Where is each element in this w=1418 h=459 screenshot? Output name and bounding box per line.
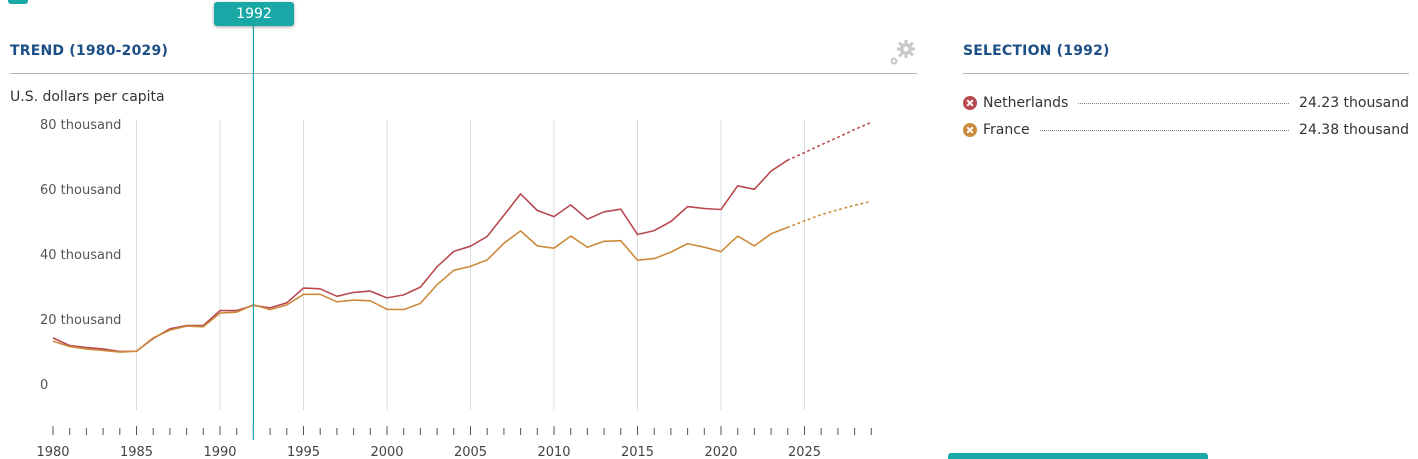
y-tick-label: 40 thousand — [40, 248, 121, 263]
bottom-action-bar[interactable] — [948, 453, 1208, 459]
selection-legend: Netherlands 24.23 thousand France 24.38 … — [963, 89, 1409, 143]
selection-divider — [963, 73, 1409, 74]
remove-x-icon[interactable] — [963, 95, 977, 110]
y-tick-label: 0 — [40, 378, 48, 393]
legend-value: 24.38 thousand — [1299, 121, 1409, 138]
selected-year-flag[interactable]: 1992 — [214, 2, 294, 26]
y-axis-unit-label: U.S. dollars per capita — [10, 89, 165, 105]
remove-x-icon[interactable] — [963, 122, 977, 137]
x-tick-label: 2005 — [454, 445, 487, 459]
x-tick-label: 2015 — [621, 445, 654, 459]
legend-leader-dots — [1039, 129, 1290, 131]
x-tick-label: 2020 — [704, 445, 737, 459]
legend-country-name: France — [983, 121, 1030, 138]
x-tick-label: 2025 — [788, 445, 821, 459]
legend-item-france[interactable]: France 24.38 thousand — [963, 116, 1409, 143]
x-tick-label: 1985 — [120, 445, 153, 459]
legend-country-name: Netherlands — [983, 94, 1069, 111]
x-tick-label: 1980 — [36, 445, 69, 459]
x-tick-label: 2010 — [537, 445, 570, 459]
legend-value: 24.23 thousand — [1299, 94, 1409, 111]
series-projection-france — [786, 200, 873, 229]
collapse-button[interactable] — [8, 0, 28, 4]
y-tick-label: 80 thousand — [40, 118, 121, 133]
legend-item-netherlands[interactable]: Netherlands 24.23 thousand — [963, 89, 1409, 116]
gear-icon[interactable] — [888, 38, 918, 68]
trend-title: TREND (1980-2029) — [10, 43, 169, 59]
y-tick-label: 60 thousand — [40, 183, 121, 198]
x-tick-label: 2000 — [370, 445, 403, 459]
y-tick-label: 20 thousand — [40, 313, 121, 328]
x-tick-label: 1990 — [203, 445, 236, 459]
legend-leader-dots — [1078, 102, 1290, 104]
trend-divider — [10, 73, 917, 74]
x-tick-label: 1995 — [287, 445, 320, 459]
selection-title: SELECTION (1992) — [963, 43, 1110, 59]
series-line-france — [52, 226, 789, 353]
series-line-netherlands — [52, 159, 789, 353]
series-projection-netherlands — [786, 121, 873, 161]
